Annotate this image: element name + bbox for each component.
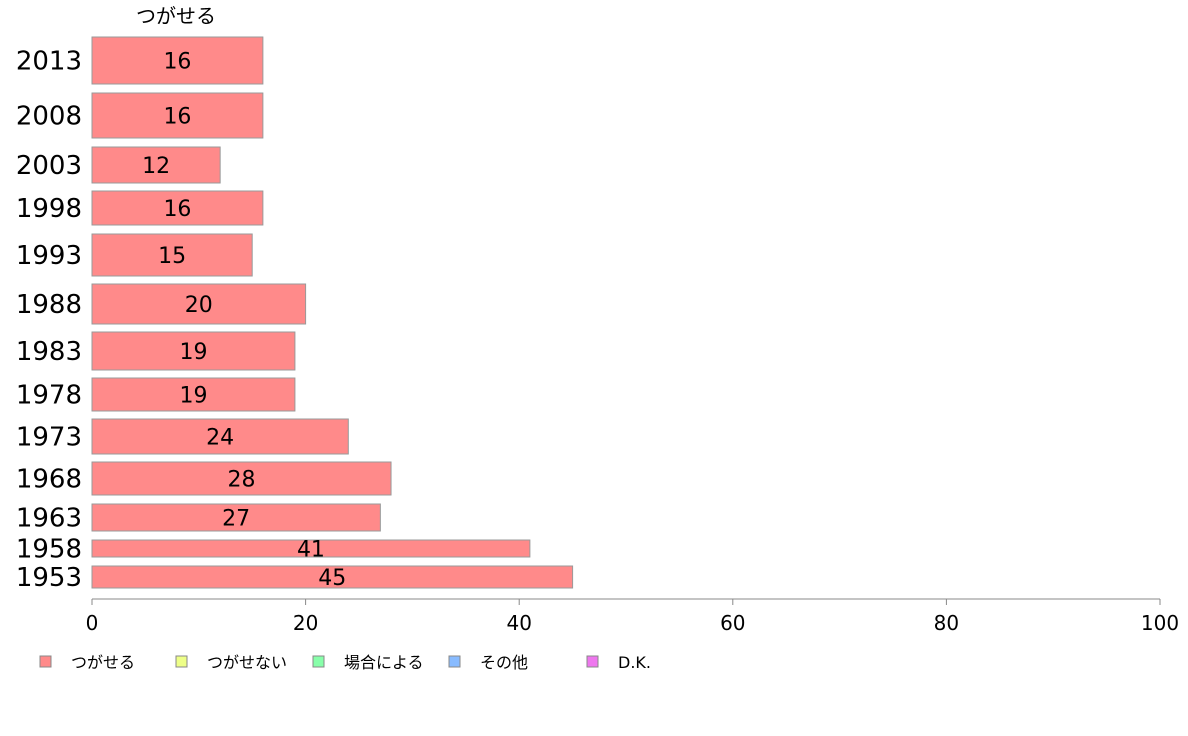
bar-value-label-2008: 16 — [163, 105, 191, 130]
bar-1963 — [91, 503, 381, 532]
y-tick-label-1983: 1983 — [16, 337, 82, 367]
bar-1958 — [91, 539, 531, 558]
x-tick-label-0: 0 — [86, 611, 99, 635]
legend-swatch-2 — [312, 655, 325, 668]
bar-1983 — [91, 331, 296, 371]
x-tick-label-80: 80 — [934, 611, 959, 635]
legend-swatch-1 — [175, 655, 188, 668]
series-header: つがせる — [136, 4, 216, 28]
bar-2013 — [91, 36, 264, 85]
bar-value-label-1998: 16 — [163, 197, 191, 222]
x-tick-label-100: 100 — [1141, 611, 1179, 635]
legend-label-3: その他 — [480, 653, 528, 672]
y-tick-label-2003: 2003 — [16, 151, 82, 181]
bar-1968 — [91, 461, 392, 496]
bar-1993 — [91, 233, 253, 277]
legend-swatch-3 — [448, 655, 461, 668]
bar-value-label-1983: 19 — [179, 340, 207, 365]
x-tick-label-60: 60 — [720, 611, 745, 635]
y-tick-label-1998: 1998 — [16, 194, 82, 224]
y-tick-label-1958: 1958 — [16, 535, 82, 565]
y-tick-label-1968: 1968 — [16, 465, 82, 495]
legend-swatch-4 — [586, 655, 599, 668]
bar-value-label-2013: 16 — [163, 50, 191, 75]
y-tick-label-1993: 1993 — [16, 241, 82, 271]
bar-value-label-1963: 27 — [222, 507, 250, 532]
bar-value-label-1973: 24 — [206, 426, 234, 451]
bar-value-label-1978: 19 — [179, 384, 207, 409]
bar-value-label-1968: 28 — [228, 468, 256, 493]
x-tick-label-40: 40 — [506, 611, 531, 635]
bar-value-label-1988: 20 — [185, 293, 213, 318]
bar-value-label-2003: 12 — [142, 154, 170, 179]
x-axis: 0 20 40 60 80 100 — [86, 598, 1179, 635]
legend-label-0: つがせる — [71, 653, 135, 672]
bar-1998 — [91, 190, 264, 226]
bar-value-label-1953: 45 — [318, 566, 346, 591]
x-tick-label-20: 20 — [293, 611, 318, 635]
legend-label-2: 場合による — [344, 653, 424, 672]
bar-2008 — [91, 92, 264, 139]
y-tick-label-2013: 2013 — [16, 47, 82, 77]
bar-value-label-1993: 15 — [158, 244, 186, 269]
y-tick-label-1953: 1953 — [16, 563, 82, 593]
legend-label-1: つがせない — [207, 653, 287, 672]
y-tick-label-1978: 1978 — [16, 381, 82, 411]
y-axis-labels: 2013 2008 2003 1998 1993 1988 1983 1978 1973 1968… — [16, 47, 82, 594]
y-tick-label-1963: 1963 — [16, 504, 82, 534]
legend-swatch-0 — [39, 655, 52, 668]
legend: つがせる つがせない 場合による その他 D.K. — [39, 653, 651, 672]
y-tick-label-1973: 1973 — [16, 423, 82, 453]
bar-2003 — [91, 146, 221, 184]
bar-1988 — [91, 283, 307, 325]
y-tick-label-1988: 1988 — [16, 290, 82, 320]
bar-1953 — [91, 565, 574, 589]
bar-1973 — [91, 418, 349, 455]
bar-1978 — [91, 377, 296, 412]
legend-label-4: D.K. — [618, 653, 651, 672]
bar-value-label-1958: 41 — [297, 538, 325, 563]
bars-group: 16 16 12 16 15 20 19 19 24 28 27 41 45 — [91, 36, 574, 591]
y-tick-label-2008: 2008 — [16, 102, 82, 132]
